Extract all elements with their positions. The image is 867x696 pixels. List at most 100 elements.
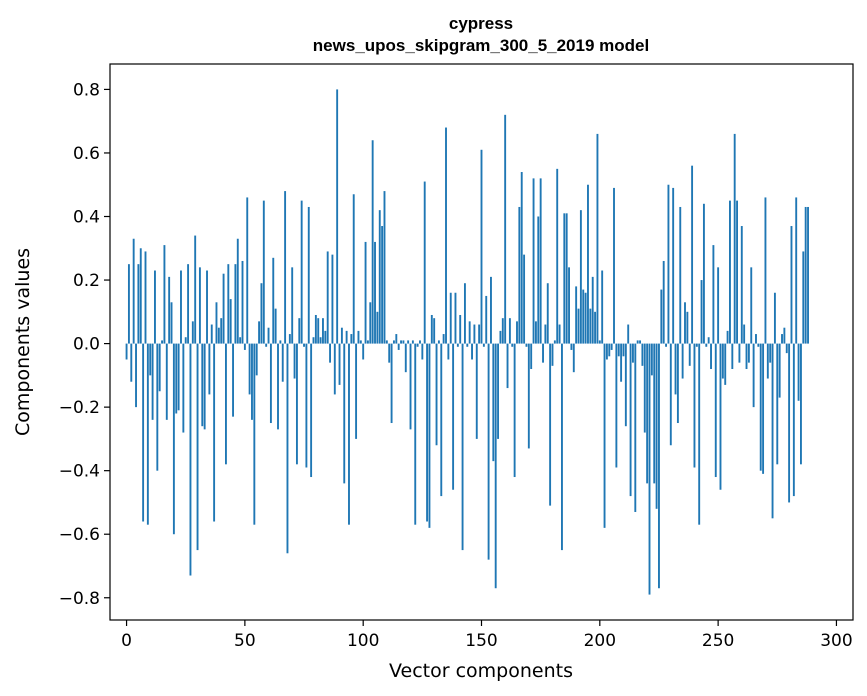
bar-161: [506, 343, 509, 389]
bar-274: [773, 292, 776, 344]
bar-124: [419, 340, 421, 344]
bar-184: [561, 343, 563, 551]
bar-213: [629, 343, 632, 497]
bar-167: [520, 172, 523, 344]
chart-subtitle: news_upos_skipgram_300_5_2019 model: [313, 36, 649, 55]
bar-102: [366, 340, 369, 344]
bar-127: [426, 343, 429, 522]
bar-243: [700, 280, 703, 344]
bar-50: [243, 343, 246, 350]
bar-3: [132, 238, 135, 344]
bar-108: [381, 226, 384, 344]
bar-98: [357, 330, 360, 344]
bar-25: [184, 337, 187, 344]
bar-44: [229, 299, 232, 344]
bar-94: [348, 343, 350, 525]
bar-95: [350, 334, 353, 344]
bar-163: [511, 343, 514, 347]
x-tick-label: 50: [234, 631, 256, 651]
bar-33: [203, 343, 206, 430]
bar-67: [284, 191, 287, 344]
bar-59: [265, 343, 268, 347]
bar-120: [409, 343, 412, 430]
bar-64: [277, 343, 279, 430]
bar-210: [622, 343, 625, 357]
bar-275: [776, 343, 779, 465]
bar-229: [667, 184, 670, 344]
bar-239: [691, 165, 694, 344]
bar-63: [274, 308, 277, 344]
bar-6: [139, 248, 142, 344]
bar-175: [539, 178, 542, 344]
x-tick-label: 200: [584, 631, 616, 651]
bar-181: [553, 340, 556, 344]
bar-271: [766, 343, 769, 379]
bar-190: [575, 286, 578, 344]
bar-215: [634, 343, 637, 512]
bar-258: [736, 200, 738, 344]
bar-185: [563, 213, 566, 344]
bar-15: [161, 340, 163, 344]
bar-149: [478, 324, 481, 344]
bar-83: [322, 318, 324, 344]
bar-38: [215, 302, 218, 344]
bar-260: [740, 226, 743, 344]
bar-22: [177, 343, 180, 411]
bar-86: [329, 343, 331, 363]
bar-43: [227, 264, 230, 344]
bar-126: [423, 181, 426, 344]
bar-236: [684, 302, 686, 344]
bar-247: [710, 343, 712, 370]
x-tick-label: 100: [347, 631, 379, 651]
bar-176: [542, 343, 544, 363]
bar-128: [428, 343, 431, 528]
bar-246: [707, 337, 710, 344]
x-axis-ticks: 0 50 100 150 200 250 300: [121, 620, 853, 651]
bar-114: [395, 334, 398, 344]
bar-221: [648, 343, 651, 595]
bar-78: [310, 343, 313, 478]
bar-53: [251, 343, 253, 420]
bar-134: [442, 334, 445, 344]
bar-269: [762, 343, 765, 474]
bar-262: [745, 343, 748, 370]
bar-113: [393, 340, 395, 344]
bar-133: [440, 343, 443, 497]
bar-129: [430, 314, 433, 344]
bar-11: [151, 343, 154, 420]
bar-71: [293, 343, 296, 379]
bar-27: [189, 343, 192, 576]
bar-245: [705, 343, 708, 347]
bar-70: [291, 267, 294, 344]
bar-26: [187, 264, 190, 344]
bar-42: [225, 343, 227, 465]
bar-281: [790, 226, 793, 344]
bar-30: [196, 343, 199, 551]
bar-141: [459, 314, 462, 344]
bar-7: [142, 343, 145, 522]
bar-107: [378, 210, 381, 344]
bar-21: [175, 343, 178, 414]
bar-121: [411, 340, 414, 344]
bar-265: [752, 343, 755, 408]
bar-135: [445, 127, 447, 344]
bar-195: [587, 184, 589, 344]
bar-273: [771, 343, 774, 519]
bar-109: [383, 191, 386, 344]
bar-18: [168, 276, 171, 344]
bar-99: [359, 340, 362, 344]
bar-177: [544, 324, 547, 344]
bar-240: [693, 343, 696, 468]
bar-207: [615, 343, 618, 468]
bar-241: [695, 343, 698, 347]
bar-205: [610, 343, 613, 350]
bar-203: [605, 343, 608, 360]
bar-39: [217, 327, 220, 344]
bar-227: [662, 260, 665, 344]
bar-28: [191, 321, 194, 344]
bar-197: [591, 276, 594, 344]
bar-204: [608, 343, 611, 357]
bar-16: [163, 245, 166, 344]
bar-57: [260, 283, 263, 344]
bar-212: [627, 324, 630, 344]
